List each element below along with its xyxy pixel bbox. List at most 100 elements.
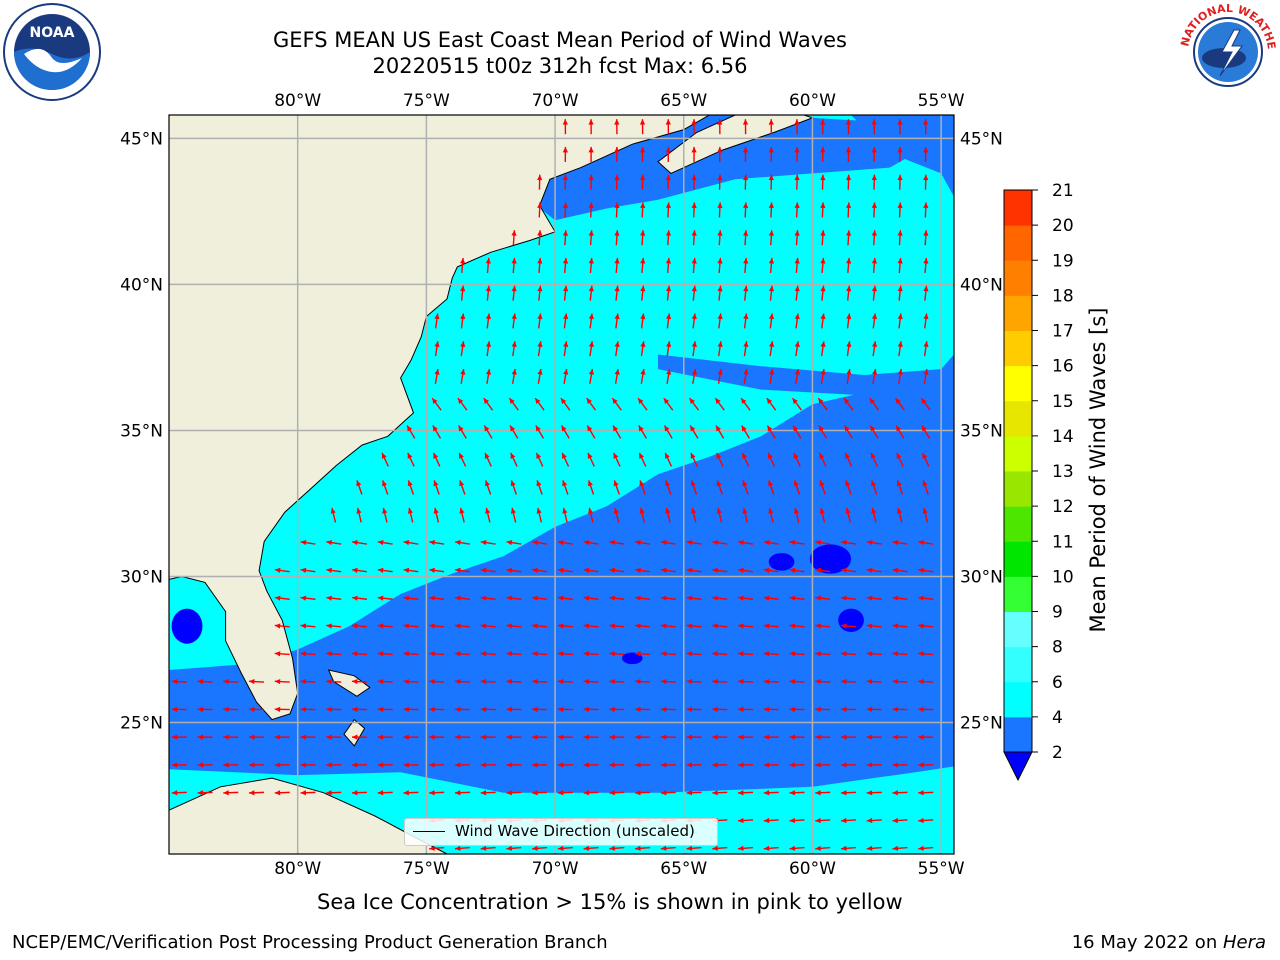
wave-direction-arrow <box>763 845 779 851</box>
wave-direction-arrow <box>640 285 646 301</box>
wave-direction-arrow <box>532 623 548 629</box>
wave-direction-arrow <box>613 507 620 523</box>
wave-direction-arrow <box>918 678 934 685</box>
wave-direction-arrow <box>640 257 646 273</box>
colorbar-tick-label: 8 <box>1052 638 1063 658</box>
bottom-lon-tick-label: 65°W <box>660 859 707 879</box>
wave-direction-arrow <box>763 790 779 796</box>
wave-direction-arrow <box>532 595 548 601</box>
wave-direction-arrow <box>691 174 697 190</box>
wave-direction-arrow <box>403 651 419 657</box>
run-date: 16 May 2022 on Hera <box>1072 932 1266 953</box>
wave-direction-arrow <box>274 595 290 601</box>
wave-direction-arrow <box>742 480 749 495</box>
run-date-text: 16 May 2022 on <box>1071 932 1223 953</box>
wave-direction-arrow <box>665 285 672 301</box>
wave-direction-arrow <box>587 480 595 495</box>
wave-direction-arrow <box>717 174 723 190</box>
wave-direction-arrow <box>635 678 651 685</box>
wave-direction-arrow <box>223 678 239 685</box>
wave-direction-arrow <box>743 257 749 273</box>
wave-direction-arrow <box>511 285 517 301</box>
wave-direction-arrow <box>613 452 621 467</box>
wave-direction-arrow <box>613 480 620 495</box>
wave-direction-arrow <box>895 425 905 439</box>
wave-direction-arrow <box>923 230 929 246</box>
wave-direction-arrow <box>614 285 620 301</box>
wave-direction-arrow <box>171 762 187 768</box>
wave-direction-arrow <box>846 230 852 246</box>
wave-direction-arrow <box>537 202 543 218</box>
wave-direction-arrow <box>794 174 800 190</box>
wave-direction-arrow <box>431 397 442 411</box>
wave-direction-arrow <box>794 119 800 135</box>
wave-direction-arrow <box>639 480 646 495</box>
wave-direction-arrow <box>351 790 367 796</box>
wave-direction-arrow <box>403 678 419 685</box>
wave-direction-arrow <box>511 341 517 357</box>
wave-direction-arrow <box>712 762 728 768</box>
wave-direction-arrow <box>897 202 903 218</box>
wave-direction-arrow <box>866 678 882 685</box>
wave-direction-arrow <box>866 734 882 740</box>
wave-direction-arrow <box>407 480 415 495</box>
wave-direction-arrow <box>506 540 522 546</box>
wave-direction-arrow <box>923 285 929 301</box>
wave-direction-arrow <box>789 845 805 851</box>
wave-direction-arrow <box>871 174 877 190</box>
wave-direction-arrow <box>742 507 748 523</box>
wave-direction-arrow <box>737 567 754 573</box>
wave-direction-arrow <box>459 257 466 273</box>
wave-direction-arrow <box>480 734 496 740</box>
wave-direction-arrow <box>686 678 702 685</box>
bottom-lon-tick-label: 60°W <box>789 859 836 879</box>
wave-direction-arrow <box>248 762 265 768</box>
wave-direction-arrow <box>403 790 419 796</box>
bahamas-island <box>343 718 366 747</box>
wave-direction-arrow <box>918 623 934 629</box>
wave-direction-arrow <box>923 119 929 135</box>
wave-direction-arrow <box>638 452 647 467</box>
wave-direction-arrow <box>845 202 852 218</box>
wave-direction-arrow <box>664 452 673 467</box>
wave-direction-arrow <box>557 651 573 657</box>
wave-direction-arrow <box>300 734 316 740</box>
wave-direction-arrow <box>716 507 723 523</box>
colorbar-tick-label: 11 <box>1052 532 1074 552</box>
wave-direction-arrow <box>794 285 800 301</box>
wave-direction-arrow <box>509 425 519 439</box>
wave-direction-arrow <box>763 762 779 768</box>
wave-direction-arrow <box>738 734 754 740</box>
wave-direction-arrow <box>557 734 573 740</box>
wave-direction-arrow <box>485 257 491 273</box>
wave-direction-arrow <box>532 706 548 712</box>
wave-direction-arrow <box>897 230 903 246</box>
colorbar-segment <box>1004 646 1032 683</box>
wave-direction-arrow <box>815 706 831 712</box>
wave-direction-arrow <box>897 368 903 384</box>
wave-direction-arrow <box>665 146 671 162</box>
wave-direction-arrow <box>871 341 878 357</box>
wave-direction-arrow <box>920 397 931 411</box>
wave-direction-arrow <box>763 651 779 657</box>
wave-direction-arrow <box>820 257 826 273</box>
left-lat-tick-label: 30°N <box>120 568 163 588</box>
wave-direction-arrow <box>326 706 342 712</box>
wave-direction-arrow <box>326 595 342 601</box>
wave-direction-arrow <box>223 762 239 768</box>
wave-direction-arrow <box>611 397 622 411</box>
wave-direction-arrow <box>897 174 903 190</box>
colorbar-tick-label: 18 <box>1052 286 1074 306</box>
wave-direction-arrow <box>403 706 419 712</box>
wave-direction-arrow <box>454 790 470 796</box>
wave-direction-arrow <box>223 790 239 796</box>
wave-direction-arrow <box>846 313 852 329</box>
wave-direction-arrow <box>712 790 728 796</box>
wave-direction-arrow <box>923 341 929 357</box>
wave-direction-arrow <box>583 567 599 573</box>
wave-direction-arrow <box>794 202 800 218</box>
wave-direction-arrow <box>820 313 826 329</box>
wave-direction-arrow <box>768 341 775 357</box>
wave-direction-arrow <box>918 734 934 740</box>
wave-direction-arrow <box>457 397 468 411</box>
